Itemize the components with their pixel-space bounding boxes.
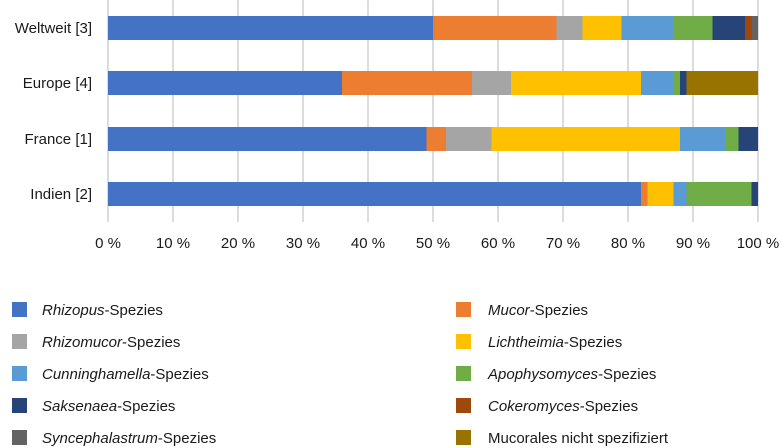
category-label: Weltweit [3] <box>15 20 92 37</box>
category-label: Europe [4] <box>23 75 92 92</box>
x-tick-labels: 0 % 10 % 20 % 30 % 40 % 50 % 60 % 70 % 80 % 90 % 1… <box>95 235 779 252</box>
legend-label: Mucorales nicht spezifiziert <box>488 430 669 447</box>
x-tick-label: 40 % <box>351 235 385 252</box>
legend-swatch <box>456 430 471 445</box>
legend: Rhizopus-Spezies Mucor-Spezies Rhizomucor-… <box>12 302 669 447</box>
legend-swatch <box>12 398 27 413</box>
bar-segment <box>751 182 758 206</box>
bar-segment <box>621 16 674 40</box>
bar-segment <box>108 71 342 95</box>
x-tick-label: 30 % <box>286 235 320 252</box>
bar-segment <box>680 71 687 95</box>
legend-label: Cunninghamella-Spezies <box>42 366 209 383</box>
bar-segment <box>673 71 680 95</box>
legend-swatch <box>12 366 27 381</box>
x-tick-label: 60 % <box>481 235 515 252</box>
legend-label: Lichtheimia-Spezies <box>488 334 622 351</box>
legend-swatch <box>456 366 471 381</box>
bars <box>108 16 758 206</box>
bar-segment <box>108 182 641 206</box>
legend-swatch <box>456 334 471 349</box>
legend-swatch <box>12 334 27 349</box>
bar-segment <box>108 16 433 40</box>
legend-label: Rhizopus-Spezies <box>42 302 163 319</box>
legend-label: Rhizomucor-Spezies <box>42 334 180 351</box>
bar-segment <box>673 16 713 40</box>
x-tick-label: 0 % <box>95 235 121 252</box>
legend-swatch <box>12 430 27 445</box>
x-tick-label: 50 % <box>416 235 450 252</box>
bar-segment <box>686 182 752 206</box>
bar-segment <box>641 182 648 206</box>
category-label: France [1] <box>24 131 92 148</box>
legend-label: Apophysomyces-Spezies <box>487 366 656 383</box>
bar-segment <box>582 16 622 40</box>
legend-label: Saksenaea-Spezies <box>42 398 175 415</box>
x-tick-label: 10 % <box>156 235 190 252</box>
bar-segment <box>673 182 687 206</box>
bar-segment <box>472 71 511 95</box>
bar-segment <box>751 16 758 40</box>
legend-swatch <box>456 302 471 317</box>
legend-swatch <box>12 302 27 317</box>
bar-segment <box>641 71 674 95</box>
bar-segment <box>738 127 758 151</box>
legend-label: Mucor-Spezies <box>488 302 588 319</box>
bar-segment <box>426 127 446 151</box>
x-tick-label: 70 % <box>546 235 580 252</box>
bar-segment <box>342 71 472 95</box>
bar-segment <box>491 127 680 151</box>
x-tick-label: 20 % <box>221 235 255 252</box>
bar-segment <box>745 16 752 40</box>
category-label: Indien [2] <box>30 186 92 203</box>
legend-label: Cokeromyces-Spezies <box>488 398 638 415</box>
bar-segment <box>446 127 492 151</box>
bar-segment <box>686 71 758 95</box>
bar-segment <box>680 127 726 151</box>
bar-segment <box>108 127 427 151</box>
legend-label: Syncephalastrum-Spezies <box>42 430 216 447</box>
x-tick-label: 80 % <box>611 235 645 252</box>
x-tick-label: 100 % <box>737 235 780 252</box>
bar-segment <box>433 16 557 40</box>
bar-segment <box>712 16 745 40</box>
x-tick-label: 90 % <box>676 235 710 252</box>
legend-swatch <box>456 398 471 413</box>
bar-segment <box>647 182 674 206</box>
bar-segment <box>725 127 739 151</box>
category-labels: Weltweit [3] Europe [4] France [1] Indien [… <box>15 20 92 203</box>
bar-segment <box>556 16 583 40</box>
bar-segment <box>511 71 641 95</box>
